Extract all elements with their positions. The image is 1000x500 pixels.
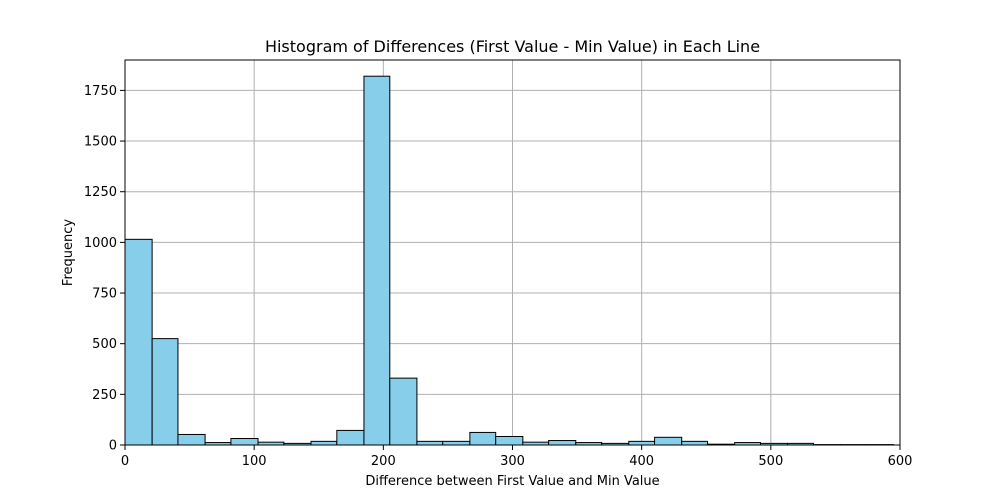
histogram-bar	[416, 440, 444, 446]
y-tick-label: 500	[92, 337, 117, 352]
x-tick-label: 300	[500, 454, 525, 469]
y-tick-label: 750	[92, 287, 117, 302]
y-tick-label: 1000	[84, 236, 117, 251]
y-axis-ticks: 0 250 500 750 1000 1250 1500 1750	[84, 84, 125, 454]
histogram-bar	[442, 440, 471, 446]
histogram-bar	[681, 440, 709, 446]
y-tick-label: 250	[92, 388, 117, 403]
histogram-bar	[177, 433, 206, 446]
histogram-bar	[230, 438, 259, 446]
histogram-bar	[654, 436, 683, 446]
x-tick-label: 0	[121, 454, 129, 469]
y-tick-label: 1250	[84, 185, 117, 200]
x-axis-ticks: 0 100 200 300 400 500 600	[121, 445, 913, 469]
histogram-bar	[628, 440, 656, 446]
y-tick-label: 0	[109, 439, 117, 454]
x-tick-label: 100	[242, 454, 267, 469]
histogram-bar	[495, 435, 524, 446]
x-tick-label: 200	[371, 454, 396, 469]
histogram-bar	[336, 429, 365, 446]
y-tick-label: 1500	[84, 135, 117, 150]
x-tick-label: 600	[888, 454, 913, 469]
chart-title: Histogram of Differences (First Value - …	[265, 37, 760, 56]
histogram-bar	[151, 338, 179, 446]
y-tick-label: 1750	[84, 84, 117, 99]
y-axis-label: Frequency	[61, 219, 76, 286]
histogram-bar	[310, 440, 338, 446]
histogram-bar	[469, 431, 497, 446]
histogram-bar	[363, 75, 391, 446]
histogram-bar	[124, 238, 153, 446]
histogram-bar	[389, 377, 418, 446]
x-axis-label: Difference between First Value and Min V…	[365, 474, 659, 489]
x-tick-label: 400	[629, 454, 654, 469]
histogram-bars	[124, 75, 895, 446]
x-tick-label: 500	[758, 454, 783, 469]
histogram-bar	[548, 440, 577, 446]
